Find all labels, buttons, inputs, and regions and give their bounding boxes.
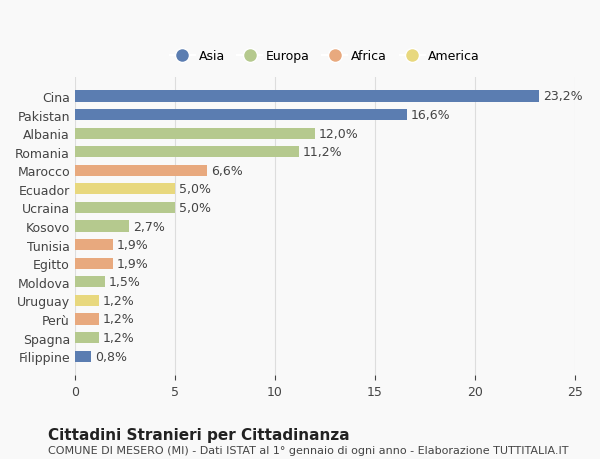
Text: 5,0%: 5,0% [179,183,211,196]
Bar [75,313,99,325]
Bar [75,128,315,140]
Bar [75,184,175,195]
Text: 1,9%: 1,9% [117,257,149,270]
Text: 1,2%: 1,2% [103,331,134,344]
Bar [75,332,99,343]
Text: 5,0%: 5,0% [179,202,211,214]
Bar [75,165,207,176]
Text: 1,9%: 1,9% [117,239,149,252]
Bar [75,351,91,362]
Bar [75,295,99,306]
Text: Cittadini Stranieri per Cittadinanza: Cittadini Stranieri per Cittadinanza [48,427,350,442]
Text: 1,2%: 1,2% [103,294,134,307]
Text: 12,0%: 12,0% [319,127,359,140]
Bar [75,147,299,158]
Bar [75,91,539,102]
Text: 0,8%: 0,8% [95,350,127,363]
Bar [75,110,407,121]
Text: 1,2%: 1,2% [103,313,134,326]
Bar [75,277,105,288]
Text: 1,5%: 1,5% [109,276,140,289]
Bar [75,240,113,251]
Text: 2,7%: 2,7% [133,220,164,233]
Text: 23,2%: 23,2% [543,90,583,103]
Text: 16,6%: 16,6% [411,109,451,122]
Text: COMUNE DI MESERO (MI) - Dati ISTAT al 1° gennaio di ogni anno - Elaborazione TUT: COMUNE DI MESERO (MI) - Dati ISTAT al 1°… [48,445,569,455]
Text: 11,2%: 11,2% [303,146,343,159]
Bar [75,258,113,269]
Bar [75,202,175,213]
Legend: Asia, Europa, Africa, America: Asia, Europa, Africa, America [165,45,485,68]
Text: 6,6%: 6,6% [211,164,242,177]
Bar [75,221,129,232]
